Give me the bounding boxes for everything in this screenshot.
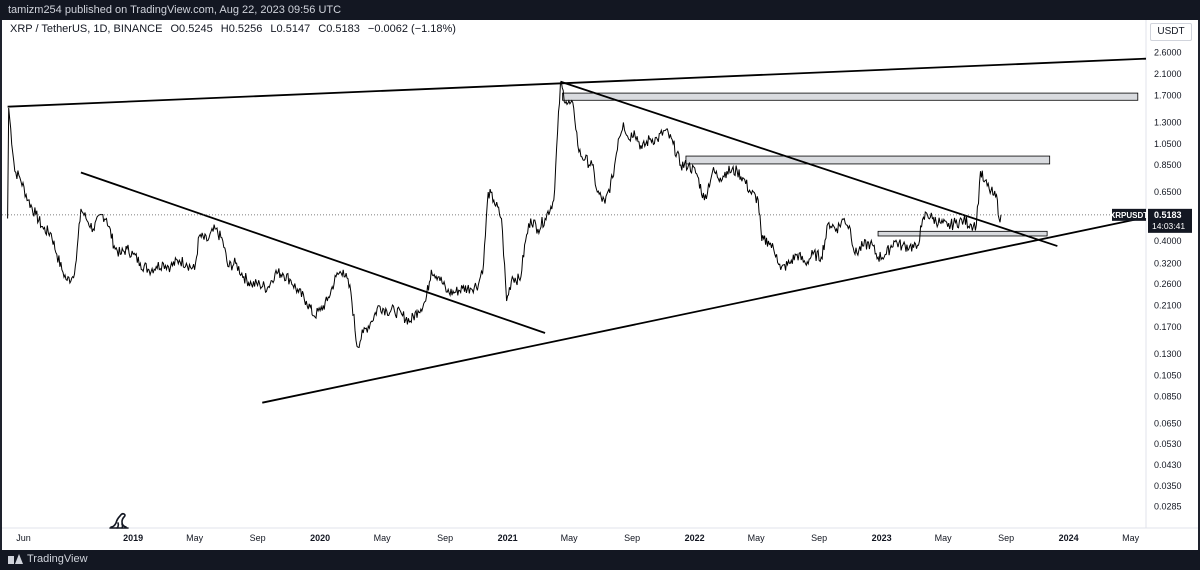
chart-area[interactable]: 3.20002.60002.10001.70001.30001.05000.85… [2,20,1198,550]
x-tick-label: 2021 [498,533,518,543]
change-value: −0.0062 (−1.18%) [367,23,456,35]
high-value: H0.5256 [220,23,263,35]
x-tick-label: 2024 [1059,533,1079,543]
y-tick-label: 0.0285 [1154,501,1182,511]
y-tick-label: 2.1000 [1154,69,1182,79]
y-tick-label: 0.2100 [1154,301,1182,311]
y-tick-label: 0.3200 [1154,258,1182,268]
tradingview-logo-icon [8,554,23,564]
publisher-bar: tamizm254 published on TradingView.com, … [0,0,1200,20]
branding-bar: TradingView [0,550,1200,570]
price-series-line [7,81,1002,348]
y-tick-label: 0.1050 [1154,370,1182,380]
x-tick-label: May [374,533,392,543]
x-tick-label: May [186,533,204,543]
y-tick-label: 0.0850 [1154,392,1182,402]
y-tick-label: 0.6500 [1154,187,1182,197]
x-tick-label: Sep [624,533,640,543]
resistance-zone-2 [685,155,1051,165]
price-tag-value: 0.5183 [1154,210,1182,220]
close-value: C0.5183 [318,23,360,35]
symbol-tag-label: XRPUSDT [1110,211,1148,220]
y-tick-label: 0.0350 [1154,481,1182,491]
brand-label: TradingView [27,553,88,565]
open-value: O0.5245 [170,23,213,35]
y-tick-label: 1.7000 [1154,90,1182,100]
y-tick-label: 0.8500 [1154,160,1182,170]
y-tick-label: 0.2600 [1154,279,1182,289]
x-tick-label: May [561,533,579,543]
x-tick-label: Sep [437,533,453,543]
trendline-4 [560,80,1058,247]
dino-icon [109,512,129,529]
trendline-3 [262,217,1141,404]
y-tick-label: 0.0430 [1154,460,1182,470]
y-tick-label: 0.0650 [1154,419,1182,429]
currency-unit-button[interactable]: USDT [1150,23,1192,41]
x-tick-label: 2019 [123,533,143,543]
y-tick-label: 0.1700 [1154,322,1182,332]
x-tick-label: May [1122,533,1140,543]
resistance-zone-3 [877,230,1048,237]
resistance-zone-1 [562,92,1139,101]
symbol-info: XRP / TetherUS, 1D, BINANCE [10,23,163,35]
symbol-tag-bg [1112,208,1146,221]
x-tick-label: 2022 [685,533,705,543]
x-tick-label: 2023 [872,533,892,543]
x-tick-label: Jun [16,533,31,543]
trendline-2 [80,171,546,334]
y-tick-label: 2.6000 [1154,48,1182,58]
y-tick-label: 0.4000 [1154,236,1182,246]
tradingview-brand[interactable]: TradingView [8,553,88,565]
price-tag-bg [1148,208,1192,233]
x-tick-label: May [935,533,953,543]
price-tag-countdown: 14:03:41 [1152,221,1185,231]
price-chart[interactable]: 3.20002.60002.10001.70001.30001.05000.85… [2,20,1198,550]
y-tick-label: 0.0530 [1154,439,1182,449]
y-tick-label: 1.0500 [1154,139,1182,149]
x-tick-label: Sep [998,533,1014,543]
publisher-text: tamizm254 published on TradingView.com, … [8,4,342,16]
x-tick-label: May [748,533,766,543]
symbol-legend: XRP / TetherUS, 1D, BINANCE O0.5245 H0.5… [10,23,456,35]
x-tick-label: Sep [811,533,827,543]
low-value: L0.5147 [270,23,311,35]
x-tick-label: Sep [250,533,266,543]
trendline-1 [7,57,1147,108]
y-tick-label: 1.3000 [1154,117,1182,127]
y-tick-label: 0.1300 [1154,349,1182,359]
x-tick-label: 2020 [310,533,330,543]
